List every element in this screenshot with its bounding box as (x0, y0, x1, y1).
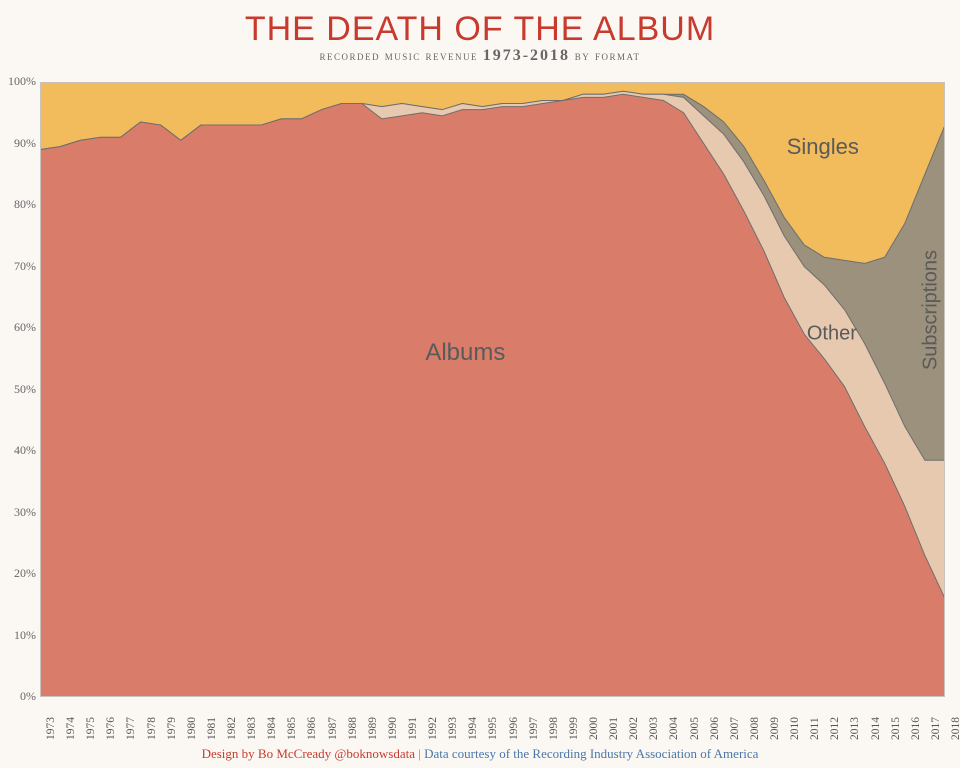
xtick-label: 1996 (508, 717, 520, 740)
ytick-label: 20% (0, 566, 36, 581)
ytick-label: 40% (0, 443, 36, 458)
xtick-label: 2012 (829, 717, 841, 740)
xtick-label: 2018 (950, 717, 960, 740)
xtick-label: 1998 (548, 717, 560, 740)
ytick-label: 100% (0, 74, 36, 89)
footer-sep: | (415, 746, 424, 761)
xtick-label: 2008 (749, 717, 761, 740)
xtick-label: 1975 (85, 717, 97, 740)
ytick-label: 10% (0, 628, 36, 643)
subtitle-pre: recorded music revenue (319, 48, 482, 63)
xtick-label: 1988 (347, 717, 359, 740)
xtick-label: 1987 (327, 717, 339, 740)
area-chart: 0%10%20%30%40%50%60%70%80%90%100%1973197… (40, 82, 945, 697)
xtick-label: 1984 (266, 717, 278, 740)
xtick-label: 2013 (849, 717, 861, 740)
xtick-label: 1974 (65, 717, 77, 740)
xtick-label: 2016 (910, 717, 922, 740)
xtick-label: 2015 (890, 717, 902, 740)
subtitle-post: by format (570, 48, 641, 63)
xtick-label: 1985 (286, 717, 298, 740)
xtick-label: 1991 (407, 717, 419, 740)
xtick-label: 2002 (628, 717, 640, 740)
xtick-label: 2011 (809, 717, 821, 740)
xtick-label: 1973 (45, 717, 57, 740)
footer-credit: Design by Bo McCready @boknowsdata (202, 746, 415, 761)
xtick-label: 2003 (648, 717, 660, 740)
area-label-albums: Albums (425, 339, 505, 367)
xtick-label: 1997 (528, 717, 540, 740)
xtick-label: 2014 (870, 717, 882, 740)
xtick-label: 1994 (467, 717, 479, 740)
xtick-label: 1995 (487, 717, 499, 740)
subtitle-range: 1973-2018 (483, 47, 570, 64)
xtick-label: 1979 (166, 717, 178, 740)
xtick-label: 1986 (306, 717, 318, 740)
xtick-label: 2005 (689, 717, 701, 740)
xtick-label: 1999 (568, 717, 580, 740)
ytick-label: 70% (0, 259, 36, 274)
chart-canvas (40, 82, 945, 697)
ytick-label: 30% (0, 505, 36, 520)
ytick-label: 90% (0, 136, 36, 151)
ytick-label: 60% (0, 320, 36, 335)
xtick-label: 1983 (246, 717, 258, 740)
xtick-label: 2004 (668, 717, 680, 740)
chart-title: THE DEATH OF THE ALBUM (0, 10, 960, 49)
xtick-label: 1976 (105, 717, 117, 740)
ytick-label: 0% (0, 689, 36, 704)
area-label-subscriptions: Subscriptions (920, 250, 943, 370)
xtick-label: 1981 (206, 717, 218, 740)
xtick-label: 2001 (608, 717, 620, 740)
footer-source: Data courtesy of the Recording Industry … (424, 746, 758, 761)
xtick-label: 1992 (427, 717, 439, 740)
xtick-label: 2006 (709, 717, 721, 740)
area-label-other: Other (807, 323, 857, 346)
ytick-label: 50% (0, 382, 36, 397)
xtick-label: 1980 (186, 717, 198, 740)
xtick-label: 2009 (769, 717, 781, 740)
xtick-label: 2007 (729, 717, 741, 740)
footer: Design by Bo McCready @boknowsdata | Dat… (0, 746, 960, 762)
xtick-label: 1982 (226, 717, 238, 740)
area-label-singles: Singles (787, 134, 859, 160)
xtick-label: 2010 (789, 717, 801, 740)
chart-subtitle: recorded music revenue 1973-2018 by form… (0, 47, 960, 65)
xtick-label: 2000 (588, 717, 600, 740)
xtick-label: 1989 (367, 717, 379, 740)
xtick-label: 1990 (387, 717, 399, 740)
xtick-label: 1978 (146, 717, 158, 740)
xtick-label: 2017 (930, 717, 942, 740)
xtick-label: 1993 (447, 717, 459, 740)
ytick-label: 80% (0, 197, 36, 212)
xtick-label: 1977 (125, 717, 137, 740)
